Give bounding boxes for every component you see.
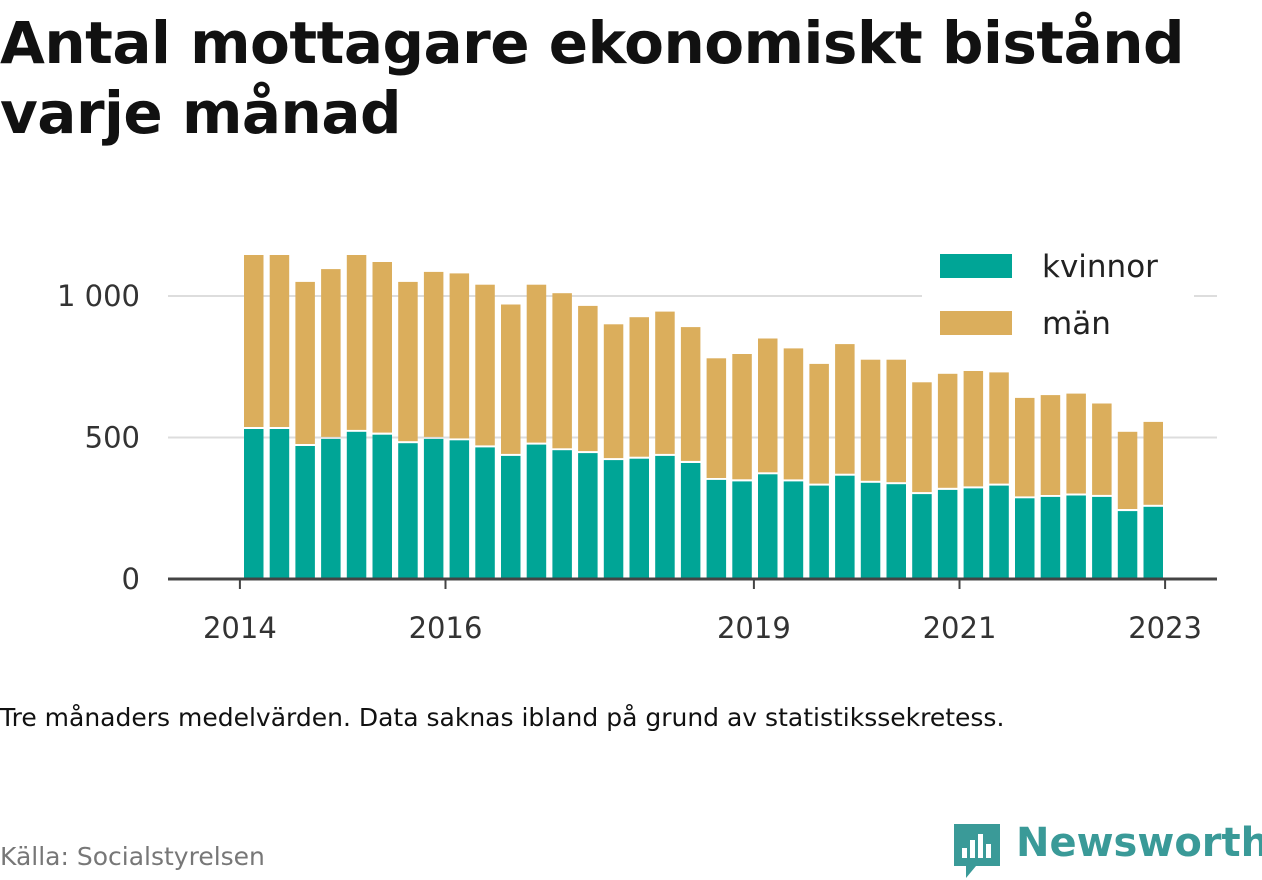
y-tick-label: 1 000 [57,279,140,313]
x-tick-label: 2014 [203,611,277,645]
bar-kvinnor-2015-Q3 [398,443,418,579]
bar-kvinnor-2019-Q4 [835,475,855,579]
bar-kvinnor-2019-Q2 [783,481,804,579]
bar-män-2018-Q2 [680,327,701,461]
bar-män-2014-Q4 [321,269,341,437]
bar-män-2017-Q2 [578,305,598,452]
bar-män-2022-Q3 [1117,431,1138,509]
bar-män-2022-Q2 [1092,403,1112,495]
bar-män-2016-Q1 [449,273,470,439]
y-tick-label: 0 [122,562,140,596]
y-tick-label: 500 [85,421,140,455]
axes: 0 500 1 000 2014 2016 2019 2021 2023 [57,279,1217,645]
bar-kvinnor-2019-Q3 [809,485,829,579]
x-tick-label: 2016 [409,611,483,645]
legend-label-kvinnor: kvinnor [1042,249,1158,285]
bar-kvinnor-2017-Q3 [603,460,624,579]
bar-män-2019-Q1 [758,338,778,473]
bar-kvinnor-2016-Q1 [449,440,470,579]
bar-kvinnor-2021-Q3 [1015,498,1035,579]
bars [244,255,1163,579]
bar-män-2018-Q4 [732,354,752,480]
bar-män-2019-Q4 [835,344,855,474]
bar-män-2015-Q3 [398,281,418,442]
bar-män-2020-Q4 [937,373,958,488]
bar-män-2019-Q2 [783,348,804,480]
bar-kvinnor-2014-Q4 [321,438,341,579]
bar-män-2017-Q4 [629,317,649,457]
legend-swatch-män [940,311,1012,335]
brand-name: Newsworthy [1016,820,1262,866]
bar-män-2017-Q1 [552,293,572,449]
bar-kvinnor-2018-Q1 [655,455,675,579]
bar-kvinnor-2020-Q3 [912,494,932,579]
bar-kvinnor-2014-Q2 [269,429,290,579]
bar-män-2021-Q1 [963,371,984,487]
bar-män-2015-Q2 [372,262,392,433]
x-tick-label: 2023 [1128,611,1202,645]
bar-kvinnor-2015-Q2 [372,434,392,579]
bar-män-2022-Q4 [1143,421,1163,505]
bar-kvinnor-2019-Q1 [758,474,778,579]
legend-swatch-kvinnor [940,254,1012,278]
bar-kvinnor-2016-Q4 [526,444,547,579]
bar-män-2021-Q2 [989,372,1009,484]
bar-kvinnor-2015-Q4 [423,438,444,579]
bar-män-2020-Q3 [912,382,932,493]
bar-kvinnor-2022-Q2 [1092,496,1112,579]
bar-män-2018-Q3 [706,358,727,478]
stacked-bar-chart: 0 500 1 000 2014 2016 2019 2021 2023 kvinnor män [56,240,1217,645]
bar-kvinnor-2016-Q2 [475,447,495,579]
bar-kvinnor-2016-Q3 [501,455,521,579]
bar-kvinnor-2021-Q1 [963,488,984,579]
bar-kvinnor-2017-Q1 [552,450,572,579]
bar-män-2018-Q1 [655,311,675,454]
legend-label-män: män [1042,306,1111,342]
bar-kvinnor-2022-Q1 [1066,495,1086,579]
bar-män-2016-Q3 [501,304,521,454]
source-credit: Källa: Socialstyrelsen [0,842,265,871]
brand-logo: Newsworthy [950,818,1262,878]
bar-män-2021-Q4 [1040,395,1061,495]
bar-kvinnor-2017-Q2 [578,453,598,579]
bar-män-2022-Q1 [1066,393,1086,494]
bar-män-2014-Q1 [244,255,264,427]
bar-kvinnor-2015-Q1 [346,431,367,579]
bar-kvinnor-2021-Q2 [989,485,1009,579]
bar-kvinnor-2022-Q4 [1143,506,1163,579]
bar-kvinnor-2020-Q1 [860,482,881,579]
chart-title: Antal mottagare ekonomiskt bistånd varje… [0,9,1185,147]
bar-kvinnor-2022-Q3 [1117,511,1138,579]
bar-män-2020-Q1 [860,359,881,481]
bar-män-2015-Q1 [346,255,367,430]
chart-note: Tre månaders medelvärden. Data saknas ib… [0,703,1005,732]
bar-kvinnor-2014-Q1 [244,429,264,579]
bar-kvinnor-2021-Q4 [1040,496,1061,579]
bar-kvinnor-2017-Q4 [629,458,649,579]
bar-män-2016-Q4 [526,284,547,443]
newsworthy-logo-icon [954,824,1000,878]
bar-män-2017-Q3 [603,324,624,459]
bar-män-2020-Q2 [886,359,906,483]
bar-män-2015-Q4 [423,271,444,437]
bar-kvinnor-2014-Q3 [295,446,315,579]
bar-kvinnor-2018-Q4 [732,481,752,579]
x-tick-label: 2021 [923,611,997,645]
bar-män-2021-Q3 [1015,397,1035,497]
bar-män-2016-Q2 [475,284,495,446]
bar-män-2014-Q2 [269,255,290,427]
legend: kvinnor män [922,240,1194,352]
bar-män-2019-Q3 [809,363,829,484]
bar-kvinnor-2020-Q4 [937,489,958,579]
bar-män-2014-Q3 [295,281,315,444]
x-tick-label: 2019 [717,611,791,645]
bar-kvinnor-2018-Q2 [680,463,701,579]
bar-kvinnor-2020-Q2 [886,484,906,579]
bar-kvinnor-2018-Q3 [706,479,727,579]
